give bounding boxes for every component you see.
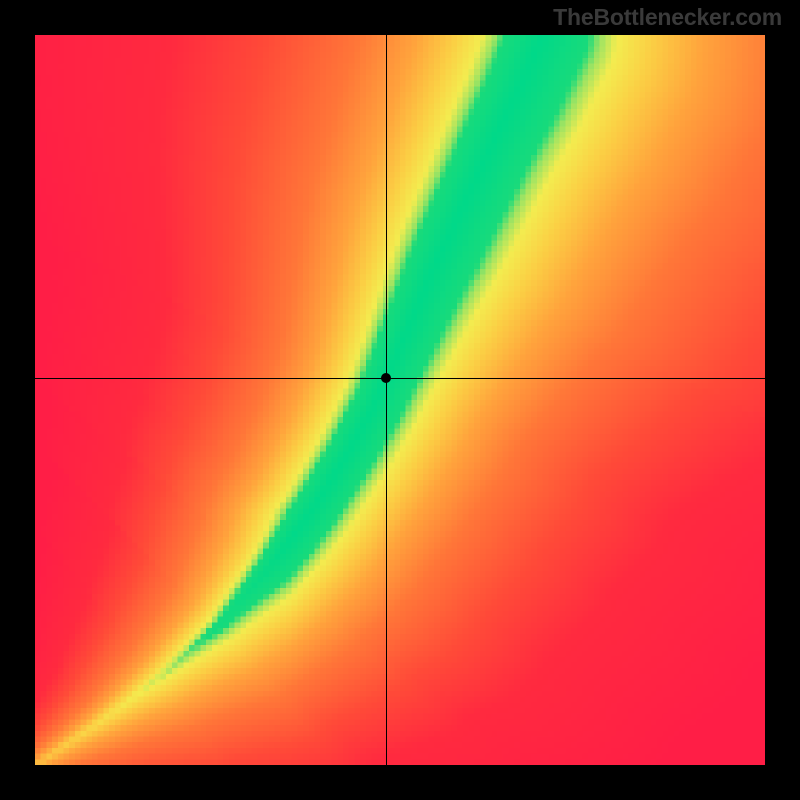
bottleneck-heatmap [35, 35, 765, 765]
target-dot [381, 373, 391, 383]
attribution-text: TheBottlenecker.com [553, 4, 782, 31]
crosshair-h-line [35, 378, 765, 379]
crosshair-v-line [386, 35, 387, 765]
heatmap-plot-area [35, 35, 765, 765]
